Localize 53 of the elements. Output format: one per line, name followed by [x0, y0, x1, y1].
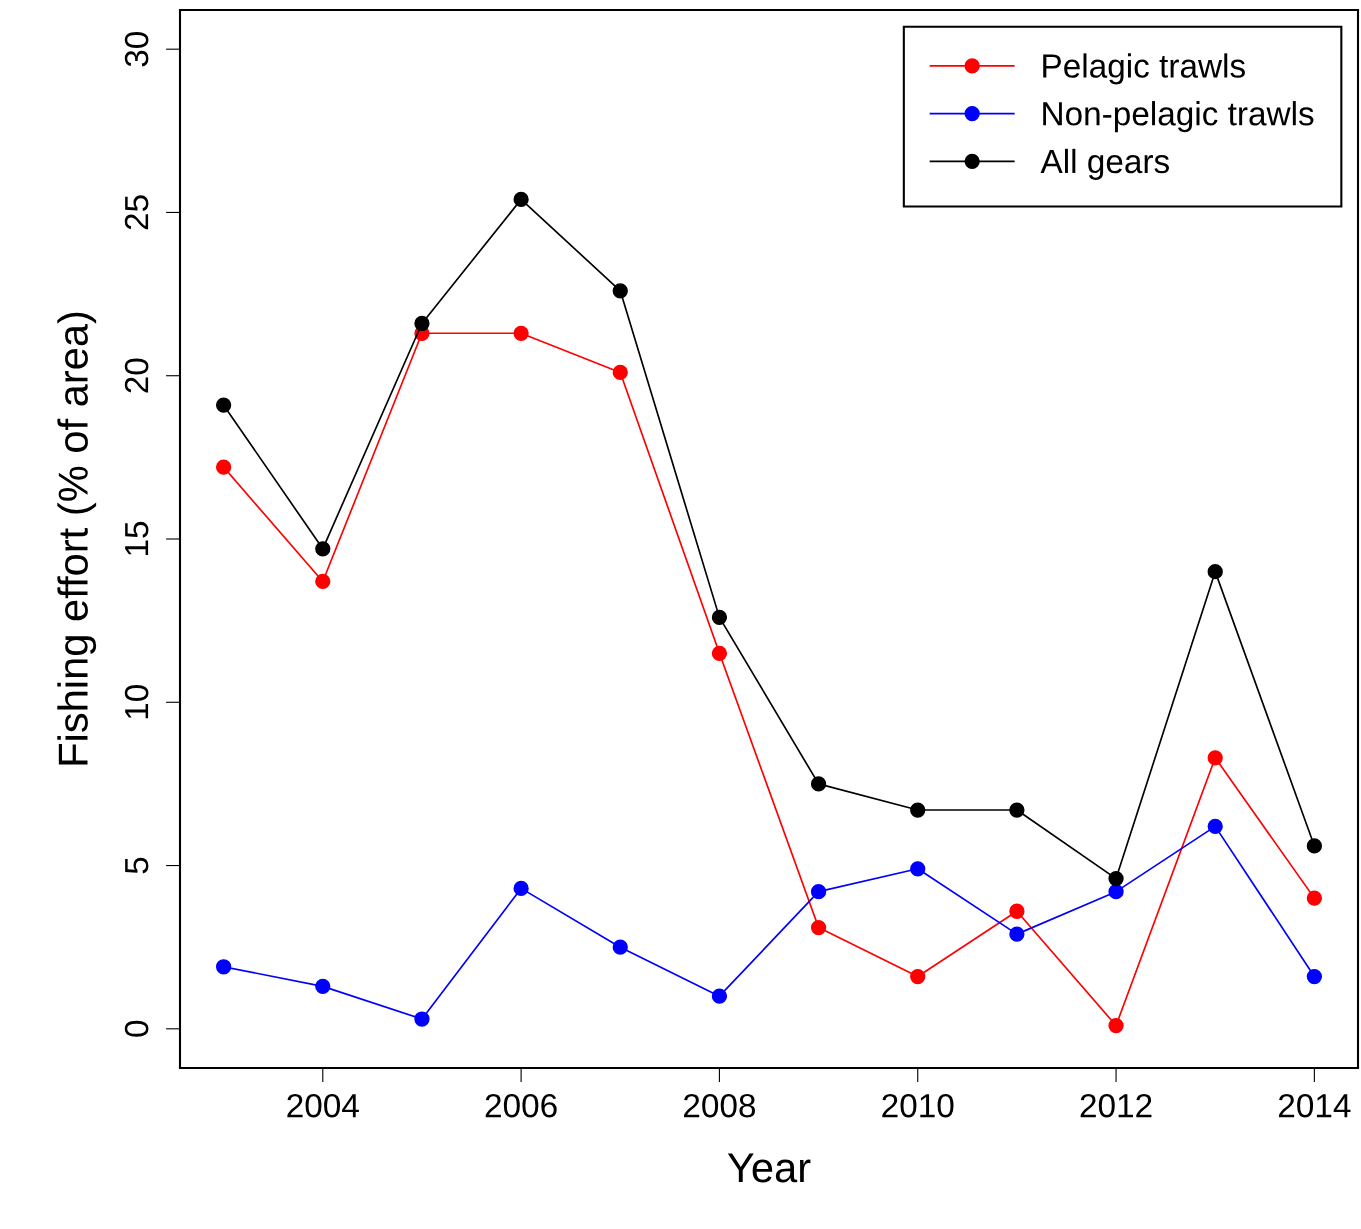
point: [1306, 838, 1323, 854]
point: [1108, 870, 1124, 887]
point: [910, 802, 926, 818]
point: [810, 884, 827, 900]
point: [612, 939, 628, 955]
point: [414, 1011, 430, 1027]
point: [315, 541, 331, 557]
point: [711, 645, 728, 661]
point: [1108, 884, 1124, 900]
point: [910, 861, 926, 877]
point: [215, 459, 232, 475]
legend-label: Non-pelagic trawls: [1043, 101, 1314, 133]
point: [315, 573, 331, 590]
x-tick-label: 2008: [684, 1093, 756, 1118]
x-tick-label: 2006: [485, 1093, 557, 1118]
point: [1207, 750, 1223, 766]
x-tick-label: 2014: [1278, 1093, 1351, 1118]
point: [1207, 818, 1223, 834]
y-axis-title: Fishing effort (% of area): [57, 312, 97, 765]
legend-label: All gears: [1040, 148, 1169, 180]
point: [414, 315, 430, 332]
x-tick-label: 2010: [882, 1093, 954, 1118]
y-tick-label: 0: [124, 1020, 149, 1037]
x-tick-label: 2012: [1080, 1093, 1152, 1118]
point: [315, 978, 331, 995]
x-axis-title: Year: [727, 1153, 811, 1183]
point: [1306, 968, 1323, 985]
point: [711, 609, 728, 626]
x-tick-label: 2004: [287, 1093, 359, 1118]
point: [1009, 802, 1025, 818]
point: [215, 959, 232, 975]
point: [513, 325, 529, 341]
y-tick-label: 30: [124, 31, 149, 67]
point: [1207, 564, 1223, 580]
point: [612, 283, 628, 299]
point: [810, 776, 827, 792]
point: [215, 397, 232, 413]
point: [810, 919, 827, 936]
point: [1108, 1017, 1124, 1034]
point: [1009, 926, 1025, 942]
y-tick-label: 20: [124, 358, 149, 393]
point: [612, 364, 628, 381]
point: [711, 988, 728, 1004]
point: [1009, 903, 1025, 919]
y-tick-label: 10: [124, 685, 149, 719]
y-tick-label: 15: [125, 521, 149, 555]
y-tick-label: 25: [124, 195, 149, 230]
point: [910, 968, 926, 985]
point: [1306, 890, 1323, 906]
legend-label: Pelagic trawls: [1043, 53, 1245, 85]
y-tick-label: 5: [125, 857, 149, 874]
point: [513, 191, 529, 208]
point: [513, 880, 529, 897]
